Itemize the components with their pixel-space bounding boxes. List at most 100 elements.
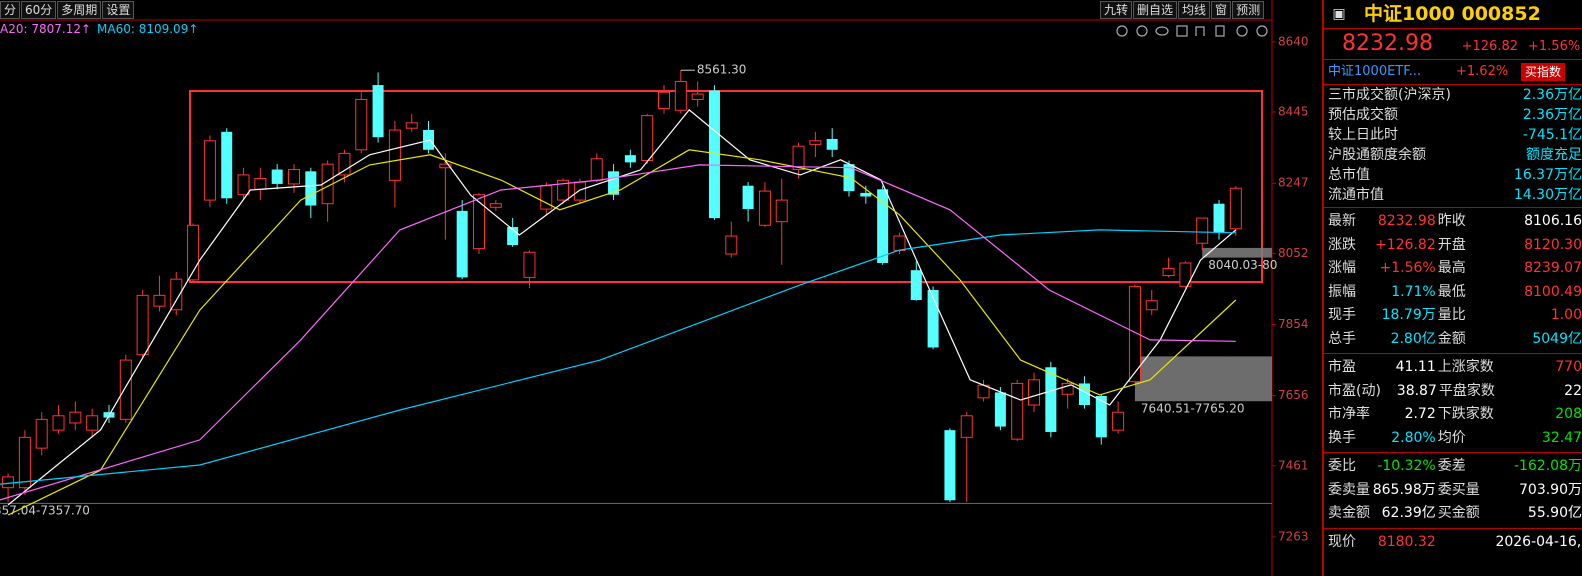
detail-label: 现价 (1328, 533, 1356, 550)
detail-value: +1.56% (1379, 260, 1436, 276)
candle-body (254, 178, 267, 190)
detail-value: 8232.98 (1377, 213, 1436, 229)
candle-body (927, 289, 939, 348)
candle-body (456, 210, 468, 278)
market-value: 16.37万亿 (1513, 167, 1582, 183)
toolbar-button[interactable]: 预测 (1232, 1, 1265, 19)
ma-line (0, 164, 1236, 501)
candle-body (287, 169, 300, 185)
candle-body (1128, 285, 1141, 383)
detail-value: 8120.30 (1524, 236, 1582, 253)
detail-label: 市盈(动) (1328, 382, 1381, 399)
detail-row: 卖金额 62.39亿 买金额 55.90亿 (1324, 502, 1582, 526)
candle-body (221, 131, 233, 199)
detail-value: 22 (1564, 382, 1582, 399)
y-tick-label: 7263 (1278, 529, 1309, 543)
price-row: 8232.98 +126.82 +1.56% (1324, 29, 1582, 59)
market-label: 总市值 (1328, 167, 1370, 183)
candle-body (758, 190, 771, 226)
detail-row: 振幅 1.71% 最低 8100.49 (1324, 281, 1582, 305)
detail-label: 委买量 (1437, 481, 1480, 498)
detail-label: 均价 (1437, 429, 1466, 446)
toolbar-button[interactable]: 窗 (1211, 1, 1232, 19)
candle-body (153, 294, 166, 307)
toolbar-button[interactable]: 多周期 (57, 1, 102, 19)
legend-entry: A20: 7807.12↑ (0, 22, 92, 36)
candle-body (439, 163, 452, 169)
toolbar-button[interactable]: 删自选 (1133, 1, 1178, 19)
detail-label (1436, 531, 1496, 555)
toolbar-button[interactable]: 60分 (21, 1, 57, 19)
detail-value: 5049亿 (1532, 330, 1582, 347)
detail-label: 买金额 (1437, 505, 1480, 521)
price: 8232.98 (1342, 31, 1433, 56)
toolbar-button[interactable]: 分 (0, 1, 21, 19)
detail-value: 41.11 (1395, 359, 1436, 375)
toolbar-button[interactable]: 设置 (102, 1, 135, 19)
candle-body (1196, 217, 1209, 244)
y-tick-label: 7461 (1278, 458, 1309, 472)
candle-body (877, 189, 889, 264)
detail-value: 2.72 (1404, 406, 1436, 422)
detail-value: 703.90万 (1519, 481, 1582, 498)
market-label: 较上日此时 (1328, 127, 1398, 143)
ma-legend: A20: 7807.12↑ MA60: 8109.09↑ (0, 22, 204, 36)
gap-zone (0, 502, 1272, 504)
detail-row: 委比 -10.32% 委差 -162.08万 (1324, 455, 1582, 479)
candle-body (742, 185, 754, 210)
detail-label: 委比 (1328, 458, 1356, 474)
detail-label: 振幅 (1328, 283, 1356, 300)
separator (1324, 527, 1582, 529)
detail-value: -162.08万 (1513, 458, 1582, 474)
candle-body (69, 411, 82, 424)
range-box (189, 90, 1263, 283)
candle-body (1011, 382, 1024, 440)
gap-zone (1202, 247, 1272, 258)
separator (1324, 207, 1582, 208)
candle-body (944, 430, 956, 501)
detail-row: 换手 2.80% 均价 32.47 (1324, 427, 1582, 451)
candle-body (590, 158, 603, 181)
detail-label: 现手 (1328, 307, 1356, 323)
detail-label: 委差 (1437, 458, 1466, 474)
market-value: 2.36万亿 (1522, 107, 1582, 123)
detail-label: 最高 (1437, 260, 1466, 276)
toolbar-button[interactable]: 均线 (1178, 1, 1211, 19)
toolbar-right: 九转 删自选 均线窗预测 (1100, 1, 1265, 19)
buy-button[interactable]: 买指数 (1521, 63, 1566, 81)
detail-value: 2.80% (1391, 429, 1436, 446)
y-tick-label: 7854 (1278, 317, 1309, 331)
ma-line (7, 109, 1237, 506)
market-row: 三市成交额(沪深京) 2.36万亿 (1324, 85, 1582, 105)
detail-value: 62.39亿 (1381, 505, 1436, 521)
market-row: 流通市值 14.30万亿 (1324, 185, 1582, 205)
candle-body (355, 98, 368, 151)
detail-label: 下跌家数 (1437, 406, 1494, 422)
detail-label: 金额 (1437, 330, 1466, 347)
market-label: 三市成交额(沪深京) (1328, 87, 1451, 103)
candle-body (187, 224, 200, 281)
candle-body (423, 130, 435, 150)
quote-panel: ▣ 中证1000 000852 8232.98 +126.82 +1.56% 中证1000… (1322, 0, 1582, 576)
detail-label: 涨幅 (1328, 260, 1356, 276)
candle-body (792, 145, 805, 171)
detail-value: 55.90亿 (1527, 505, 1582, 521)
toolbar-button[interactable]: 九转 (1100, 1, 1133, 19)
candle-body (405, 122, 418, 129)
market-row: 较上日此时 -745.1亿 (1324, 125, 1582, 145)
candle-body (658, 91, 671, 109)
ma-line (7, 149, 1237, 516)
candle-body (893, 235, 906, 251)
gap-label: 357.04-7357.70 (0, 504, 90, 518)
candle-body (725, 235, 738, 255)
candle-body (809, 140, 822, 145)
index-title: 中证1000 000852 (1364, 3, 1541, 25)
detail-value: 8100.49 (1524, 283, 1582, 300)
detail-row: 现手 18.79万 量比 1.00 (1324, 304, 1582, 328)
max-label: 8561.30 (697, 63, 747, 77)
detail-row: 涨幅 +1.56% 最高 8239.07 (1324, 257, 1582, 281)
candle-body (388, 129, 401, 181)
panel-icon: ▣ (1332, 6, 1346, 22)
candle-body (472, 194, 485, 250)
